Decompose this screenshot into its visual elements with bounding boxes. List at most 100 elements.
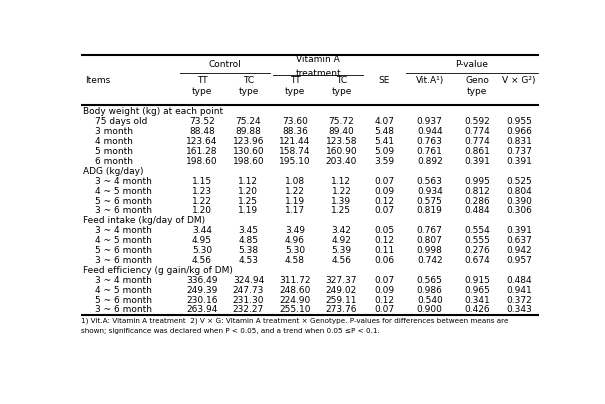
Text: 4 ~ 5 month: 4 ~ 5 month xyxy=(95,286,152,295)
Text: 249.39: 249.39 xyxy=(186,286,218,295)
Text: 0.892: 0.892 xyxy=(417,157,443,166)
Text: 4 month: 4 month xyxy=(95,137,133,146)
Text: 0.966: 0.966 xyxy=(506,127,532,136)
Text: 311.72: 311.72 xyxy=(279,276,311,285)
Text: 0.819: 0.819 xyxy=(417,206,443,215)
Text: 0.391: 0.391 xyxy=(464,157,490,166)
Text: 0.12: 0.12 xyxy=(374,296,394,305)
Text: 0.831: 0.831 xyxy=(506,137,532,146)
Text: 0.674: 0.674 xyxy=(464,256,490,265)
Text: 0.484: 0.484 xyxy=(506,276,532,285)
Text: 0.05: 0.05 xyxy=(374,226,394,235)
Text: 5.41: 5.41 xyxy=(374,137,394,146)
Text: 88.36: 88.36 xyxy=(282,127,308,136)
Text: 121.44: 121.44 xyxy=(280,137,310,146)
Text: V × G²): V × G²) xyxy=(502,76,535,84)
Text: 5 ~ 6 month: 5 ~ 6 month xyxy=(95,296,152,305)
Text: 248.60: 248.60 xyxy=(280,286,310,295)
Text: 1.15: 1.15 xyxy=(192,177,212,186)
Text: 3 ~ 4 month: 3 ~ 4 month xyxy=(95,226,152,235)
Text: 0.763: 0.763 xyxy=(417,137,443,146)
Text: 0.965: 0.965 xyxy=(464,286,490,295)
Text: 0.525: 0.525 xyxy=(506,177,532,186)
Text: 273.76: 273.76 xyxy=(325,305,357,314)
Text: 0.11: 0.11 xyxy=(374,246,394,255)
Text: 0.861: 0.861 xyxy=(464,147,490,156)
Text: 203.40: 203.40 xyxy=(325,157,357,166)
Text: 324.94: 324.94 xyxy=(233,276,264,285)
Text: 1.17: 1.17 xyxy=(285,206,305,215)
Text: 3 ~ 6 month: 3 ~ 6 month xyxy=(95,256,152,265)
Text: 0.774: 0.774 xyxy=(464,127,490,136)
Text: shown; significance was declared when P < 0.05, and a trend when 0.05 ≤P < 0.1.: shown; significance was declared when P … xyxy=(81,328,380,334)
Text: 3.45: 3.45 xyxy=(238,226,258,235)
Text: 0.372: 0.372 xyxy=(506,296,532,305)
Text: 0.761: 0.761 xyxy=(417,147,443,156)
Text: 0.306: 0.306 xyxy=(506,206,532,215)
Text: 1.39: 1.39 xyxy=(332,197,352,206)
Text: 3 ~ 6 month: 3 ~ 6 month xyxy=(95,206,152,215)
Text: 0.341: 0.341 xyxy=(464,296,490,305)
Text: 3 month: 3 month xyxy=(95,127,133,136)
Text: 1.22: 1.22 xyxy=(285,187,305,196)
Text: 89.88: 89.88 xyxy=(235,127,261,136)
Text: 160.90: 160.90 xyxy=(325,147,358,156)
Text: 0.565: 0.565 xyxy=(417,276,443,285)
Text: 0.812: 0.812 xyxy=(464,187,490,196)
Text: 0.942: 0.942 xyxy=(506,246,532,255)
Text: 0.915: 0.915 xyxy=(464,276,490,285)
Text: 75.72: 75.72 xyxy=(329,117,355,126)
Text: 247.73: 247.73 xyxy=(233,286,264,295)
Text: 5.30: 5.30 xyxy=(192,246,212,255)
Text: 1.22: 1.22 xyxy=(332,187,352,196)
Text: type: type xyxy=(238,87,259,96)
Text: TC: TC xyxy=(243,76,254,85)
Text: 5.48: 5.48 xyxy=(374,127,394,136)
Text: 336.49: 336.49 xyxy=(186,276,218,285)
Text: TC: TC xyxy=(336,76,347,85)
Text: 230.16: 230.16 xyxy=(186,296,218,305)
Text: 0.286: 0.286 xyxy=(464,197,490,206)
Text: 3.42: 3.42 xyxy=(332,226,352,235)
Text: 195.10: 195.10 xyxy=(279,157,311,166)
Text: 4 ~ 5 month: 4 ~ 5 month xyxy=(95,236,152,245)
Text: 232.27: 232.27 xyxy=(233,305,264,314)
Text: Geno: Geno xyxy=(465,76,489,85)
Text: 75 days old: 75 days old xyxy=(95,117,148,126)
Text: 1.25: 1.25 xyxy=(238,197,258,206)
Text: 0.276: 0.276 xyxy=(464,246,490,255)
Text: 0.555: 0.555 xyxy=(464,236,490,245)
Text: 1.19: 1.19 xyxy=(238,206,258,215)
Text: 5 ~ 6 month: 5 ~ 6 month xyxy=(95,246,152,255)
Text: 5.30: 5.30 xyxy=(285,246,305,255)
Text: 0.07: 0.07 xyxy=(374,206,394,215)
Text: 0.09: 0.09 xyxy=(374,187,394,196)
Text: 198.60: 198.60 xyxy=(186,157,218,166)
Text: 4.92: 4.92 xyxy=(332,236,352,245)
Text: 0.391: 0.391 xyxy=(506,157,532,166)
Text: 0.804: 0.804 xyxy=(506,187,532,196)
Text: 263.94: 263.94 xyxy=(186,305,218,314)
Text: 161.28: 161.28 xyxy=(186,147,218,156)
Text: P-value: P-value xyxy=(455,60,488,69)
Text: Body weight (kg) at each point: Body weight (kg) at each point xyxy=(83,107,223,116)
Text: 0.06: 0.06 xyxy=(374,256,394,265)
Text: 327.37: 327.37 xyxy=(325,276,357,285)
Text: 3 ~ 6 month: 3 ~ 6 month xyxy=(95,305,152,314)
Text: 0.995: 0.995 xyxy=(464,177,490,186)
Text: 73.52: 73.52 xyxy=(189,117,215,126)
Text: 224.90: 224.90 xyxy=(280,296,310,305)
Text: Feed efficiency (g gain/kg of DM): Feed efficiency (g gain/kg of DM) xyxy=(83,266,234,275)
Text: 1.19: 1.19 xyxy=(285,197,305,206)
Text: 123.64: 123.64 xyxy=(186,137,218,146)
Text: 123.96: 123.96 xyxy=(233,137,264,146)
Text: 0.563: 0.563 xyxy=(417,177,443,186)
Text: type: type xyxy=(285,87,305,96)
Text: 4.56: 4.56 xyxy=(332,256,352,265)
Text: Control: Control xyxy=(209,60,241,69)
Text: type: type xyxy=(192,87,212,96)
Text: 0.07: 0.07 xyxy=(374,276,394,285)
Text: 0.592: 0.592 xyxy=(464,117,490,126)
Text: 1.23: 1.23 xyxy=(192,187,212,196)
Text: 3.49: 3.49 xyxy=(285,226,305,235)
